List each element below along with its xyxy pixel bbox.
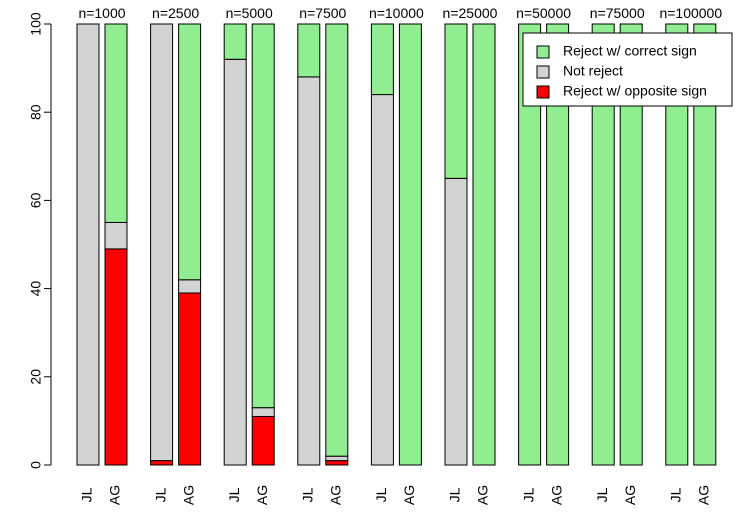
legend-label: Reject w/ correct sign (563, 43, 697, 59)
bar-segment (370, 23, 394, 96)
y-tick-label: 80 (28, 104, 44, 120)
bar-label: AG (180, 485, 196, 505)
y-tick-label: 100 (28, 12, 44, 36)
bar-label: AG (622, 485, 638, 505)
group-label: n=7500 (299, 5, 346, 21)
bar-segment (297, 76, 321, 466)
bar-segment (223, 58, 247, 466)
y-tick-label: 40 (28, 281, 44, 297)
group-label: n=50000 (516, 5, 571, 21)
bar-label: JL (373, 487, 389, 502)
bar-segment (178, 279, 202, 294)
bar-segment (150, 460, 174, 466)
bar-segment (76, 23, 100, 466)
legend-swatch (536, 65, 550, 79)
y-tick-label: 60 (28, 192, 44, 208)
y-tick-label: 20 (28, 369, 44, 385)
bar-label: JL (447, 487, 463, 502)
bar-segment (104, 248, 128, 466)
bar-label: JL (79, 487, 95, 502)
bar-label: JL (226, 487, 242, 502)
bar-label: AG (107, 485, 123, 505)
legend-box (522, 32, 733, 107)
bar-segment (693, 23, 717, 466)
legend-label: Not reject (563, 63, 623, 79)
bar-segment (325, 23, 349, 457)
bar-segment (178, 292, 202, 466)
group-label: n=10000 (369, 5, 424, 21)
legend: Reject w/ correct sign Not reject Reject w… (522, 32, 733, 107)
bar-label: AG (401, 485, 417, 505)
bar-segment (104, 23, 128, 223)
bar-segment (619, 23, 643, 466)
bar-label: JL (668, 487, 684, 502)
bar-label: JL (152, 487, 168, 502)
labels: JL AG n=1000 JL AG n=2500 JL AG n=5000 JL AG n=7500… (78, 5, 722, 505)
bar-segment (223, 23, 247, 60)
bar-label: JL (520, 487, 536, 502)
group-label: n=5000 (226, 5, 273, 21)
bar-label: JL (594, 487, 610, 502)
bar-segment (518, 23, 542, 466)
bar-label: AG (696, 485, 712, 505)
legend-label: Reject w/ opposite sign (563, 83, 707, 99)
group-label: n=100000 (659, 5, 722, 21)
group-label: n=1000 (78, 5, 125, 21)
bar-segment (546, 23, 570, 466)
bar-segment (251, 407, 275, 417)
bar-segment (370, 94, 394, 466)
bar-label: AG (475, 485, 491, 505)
bar-label: AG (254, 485, 270, 505)
bar-label: AG (328, 485, 344, 505)
bar-segment (178, 23, 202, 281)
bars (76, 23, 717, 466)
bar-segment (325, 455, 349, 462)
bar-segment (150, 23, 174, 462)
group-label: n=2500 (152, 5, 199, 21)
y-tick-label: 0 (28, 461, 44, 469)
y-axis: 0 20 40 60 80 100 (28, 12, 52, 469)
group-label: n=25000 (443, 5, 498, 21)
bar-segment (297, 23, 321, 78)
bar-segment (398, 23, 422, 466)
bar-segment (472, 23, 496, 466)
bar-segment (591, 23, 615, 466)
bar-label: JL (300, 487, 316, 502)
bar-segment (251, 23, 275, 409)
bar-label: AG (548, 485, 564, 505)
group-label: n=75000 (590, 5, 645, 21)
bar-segment (444, 23, 468, 179)
bar-segment (325, 460, 349, 466)
bar-segment (665, 23, 689, 466)
bar-segment (251, 415, 275, 466)
legend-swatch (536, 45, 550, 59)
legend-swatch (536, 85, 550, 99)
bar-segment (104, 221, 128, 250)
bar-segment (444, 177, 468, 466)
